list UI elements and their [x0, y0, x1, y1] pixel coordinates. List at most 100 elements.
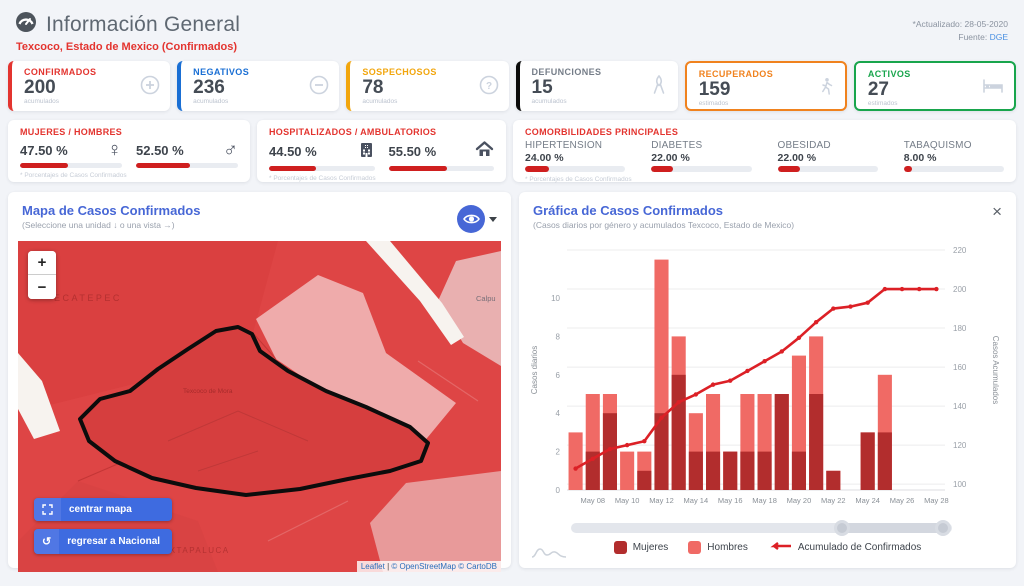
comorbidity-progress	[777, 166, 878, 172]
comorbidity-name: HIPERTENSION	[525, 140, 603, 151]
comorbidities-card: COMORBILIDADES PRINCIPALES HIPERTENSION …	[513, 120, 1016, 183]
comorbidity-name: TABAQUISMO	[903, 140, 972, 151]
svg-text:May 14: May 14	[684, 496, 709, 505]
map-zoom-control: + −	[28, 251, 56, 299]
chart-panel-subtitle: (Casos diarios por género y acumulados T…	[533, 220, 795, 230]
ambulatory-percent: 55.50 %	[388, 144, 437, 159]
selected-municipality-texcoco	[78, 325, 430, 497]
chart-panel: Gráfica de Casos Confirmados (Casos diar…	[519, 192, 1016, 568]
card-label: SOSPECHOSOS	[362, 67, 437, 77]
legend-label: Acumulado de Confirmados	[797, 542, 922, 553]
walking-person-icon	[817, 77, 835, 102]
svg-text:120: 120	[953, 441, 967, 450]
card-unit: estimados	[698, 99, 729, 107]
cartodb-link[interactable]: © CartoDB	[458, 562, 497, 571]
confirmed-cases-chart: 100 120 140 160 180 200 220 0 2 4 6 8 10 Casos diario…	[519, 236, 1016, 554]
ribbon-icon	[650, 74, 668, 100]
card-value: 200	[24, 77, 56, 98]
legend-hombres[interactable]: Hombres	[688, 541, 748, 554]
page-subtitle: Texcoco, Estado de Mexico (Confirmados)	[16, 41, 238, 53]
question-circle-icon: ?	[479, 75, 499, 100]
chevron-down-icon[interactable]	[489, 216, 497, 222]
card-label: RECUPERADOS	[698, 69, 774, 79]
comorbidity-name: DIABETES	[651, 140, 703, 151]
stat-cards-row: CONFIRMADOS 200 acumulados NEGATIVOS 236…	[0, 57, 1024, 111]
card-activos: ACTIVOS 27 estimados	[853, 61, 1017, 111]
comorbidity-progress	[903, 166, 1004, 172]
map-label-ecatepec: ECATEPEC	[54, 293, 122, 303]
osm-link[interactable]: © OpenStreetMap	[391, 562, 456, 571]
minus-circle-icon	[309, 75, 329, 100]
page-header: Información General Texcoco, Estado de M…	[0, 0, 1024, 57]
map-attribution: Leaflet | © OpenStreetMap © CartoDB	[356, 561, 501, 572]
svg-text:Casos Acumulados: Casos Acumulados	[991, 336, 999, 404]
map-view-eye-button[interactable]	[457, 205, 485, 233]
svg-text:May 28: May 28	[924, 496, 949, 505]
leaflet-map[interactable]: ECATEPEC Calpu IXTAPALUCA Texcoco de Mor…	[18, 241, 501, 572]
gender-card: MUJERES / HOMBRES 47.50 % ♀ 52.50 % ♂ * …	[8, 120, 250, 182]
male-percent: 52.50 %	[136, 142, 184, 158]
svg-text:?: ?	[485, 81, 491, 92]
comorbidity-progress	[651, 166, 752, 172]
svg-text:May 22: May 22	[821, 496, 846, 505]
demographics-row: MUJERES / HOMBRES 47.50 % ♀ 52.50 % ♂ * …	[0, 111, 1024, 183]
svg-text:0: 0	[556, 486, 561, 495]
svg-text:2: 2	[556, 448, 561, 457]
leaflet-link[interactable]: Leaflet	[360, 562, 385, 571]
card-recuperados: RECUPERADOS 159 estimados	[684, 61, 847, 111]
chart-canvas: 100 120 140 160 180 200 220 0 2 4 6 8 10 Casos diario…	[530, 246, 1000, 505]
card-unit: estimados	[867, 99, 898, 107]
slider-handle-left[interactable]	[833, 520, 850, 536]
legend-acumulado[interactable]: Acumulado de Confirmados	[768, 541, 921, 554]
map-panel: Mapa de Casos Confirmados (Seleccione un…	[8, 192, 511, 572]
chart-range-slider[interactable]	[571, 520, 952, 536]
zoom-in-button[interactable]: +	[28, 251, 56, 275]
svg-text:May 26: May 26	[890, 496, 915, 505]
svg-text:May 16: May 16	[718, 496, 743, 505]
male-icon: ♂	[223, 139, 238, 161]
card-confirmados: CONFIRMADOS 200 acumulados	[8, 61, 171, 111]
slider-selected-range[interactable]	[837, 523, 941, 533]
comorbidities-title: COMORBILIDADES PRINCIPALES	[525, 127, 679, 137]
gender-footnote: * Porcentajes de Casos Confirmados	[20, 172, 127, 179]
center-map-label: centrar mapa	[69, 504, 132, 515]
eye-icon	[462, 214, 480, 224]
comorbidity-name: OBESIDAD	[777, 140, 831, 151]
map-label-texcoco-de-mora: Texcoco de Mora	[183, 388, 233, 395]
card-label: NEGATIVOS	[193, 67, 250, 77]
female-icon: ♀	[107, 139, 122, 161]
comorbidity-percent: 22.00 %	[777, 152, 817, 164]
card-value: 236	[193, 77, 225, 98]
back-to-national-button[interactable]: ↺ regresar a Nacional	[34, 529, 173, 554]
svg-text:May 24: May 24	[855, 496, 880, 505]
svg-text:8: 8	[556, 332, 561, 341]
source-link[interactable]: DGE	[989, 31, 1008, 42]
map-panel-subtitle: (Seleccione una unidad ↓ o una vista →)	[22, 220, 175, 230]
comorbidity-item: HIPERTENSION 24.00 %	[525, 140, 626, 172]
gender-title: MUJERES / HOMBRES	[20, 127, 123, 137]
close-icon[interactable]: ×	[992, 202, 1002, 221]
home-icon	[475, 140, 494, 163]
svg-text:May 20: May 20	[787, 496, 812, 505]
comorbidities-footnote: * Porcentajes de Casos Confirmados	[525, 176, 632, 183]
legend-label: Hombres	[707, 542, 748, 553]
slider-handle-right[interactable]	[934, 520, 951, 536]
male-progress	[136, 163, 238, 168]
svg-text:160: 160	[953, 363, 967, 372]
card-value: 15	[531, 77, 553, 98]
svg-text:140: 140	[953, 402, 967, 411]
source-label: Fuente: DGE	[958, 31, 1008, 42]
sparkline-zoom-icon[interactable]	[531, 544, 567, 564]
card-unit: acumulados	[362, 97, 398, 105]
svg-text:180: 180	[953, 324, 967, 333]
chart-legend: Mujeres Hombres Acumulado de Confirmados	[527, 541, 1008, 554]
legend-mujeres[interactable]: Mujeres	[613, 541, 668, 554]
female-percent: 47.50 %	[20, 142, 68, 158]
svg-text:10: 10	[551, 294, 560, 303]
center-map-button[interactable]: centrar mapa	[34, 498, 173, 521]
card-defunciones: DEFUNCIONES 15 acumulados	[515, 61, 678, 111]
zoom-out-button[interactable]: −	[28, 275, 56, 299]
svg-text:220: 220	[953, 246, 967, 255]
chart-panel-title: Gráfica de Casos Confirmados	[533, 203, 723, 218]
card-value: 78	[362, 77, 384, 98]
